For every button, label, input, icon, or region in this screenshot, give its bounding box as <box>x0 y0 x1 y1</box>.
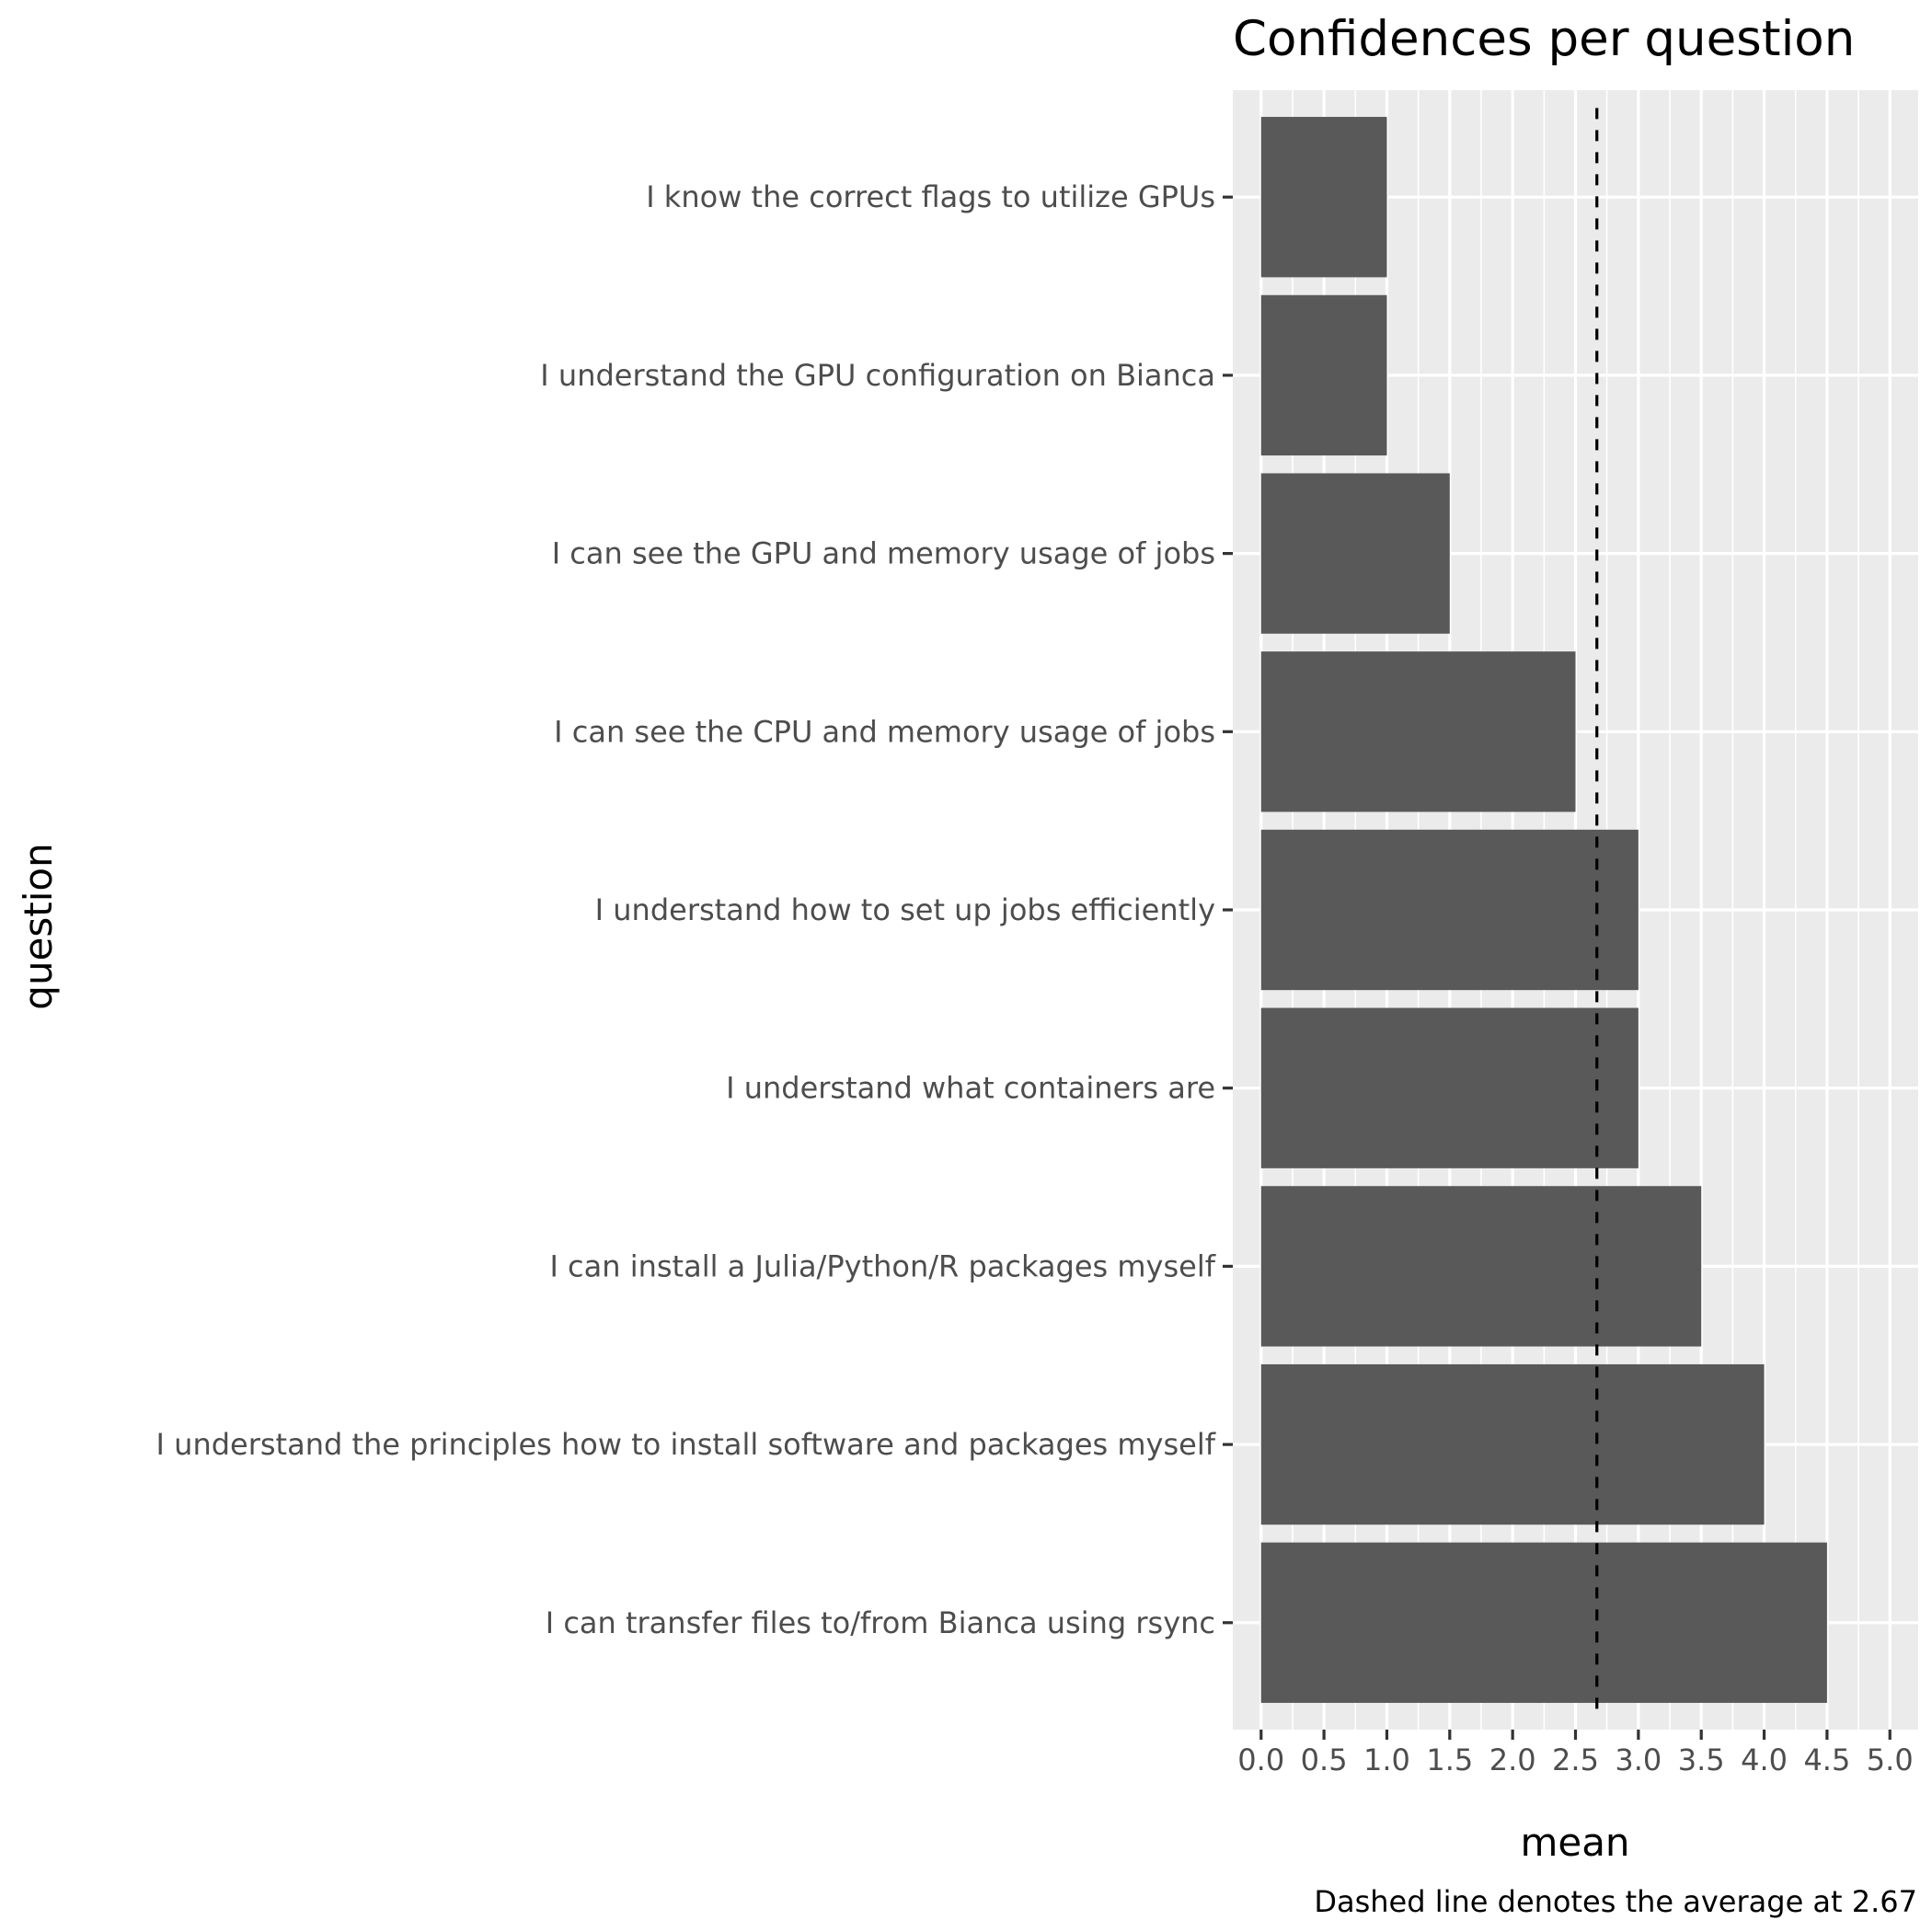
bar <box>1260 1363 1765 1525</box>
x-tick-label: 2.5 <box>1552 1742 1599 1777</box>
bar <box>1260 829 1639 991</box>
bars <box>1260 117 1827 1703</box>
x-tick-label: 0.5 <box>1301 1742 1348 1777</box>
bar <box>1260 1542 1827 1703</box>
x-axis-title: mean <box>1520 1820 1629 1865</box>
y-tick-label: I understand the principles how to insta… <box>156 1427 1216 1462</box>
y-tick-label: I can install a Julia/Python/R packages … <box>549 1248 1215 1283</box>
y-tick-label: I understand how to set up jobs efficien… <box>595 892 1215 927</box>
y-axis: I know the correct flags to utilize GPUs… <box>156 179 1233 1640</box>
chart-title: Confidences per question <box>1233 11 1855 67</box>
y-tick-label: I know the correct flags to utilize GPUs <box>646 179 1215 214</box>
x-tick-label: 0.0 <box>1237 1742 1284 1777</box>
x-tick-label: 4.0 <box>1741 1742 1788 1777</box>
y-tick-label: I understand the GPU configuration on Bi… <box>540 358 1215 393</box>
x-tick-label: 3.0 <box>1615 1742 1662 1777</box>
bar <box>1260 1007 1639 1168</box>
y-tick-label: I can transfer files to/from Bianca usin… <box>546 1605 1215 1640</box>
x-tick-label: 4.5 <box>1803 1742 1850 1777</box>
x-tick-label: 1.5 <box>1426 1742 1473 1777</box>
y-tick-label: I understand what containers are <box>726 1071 1215 1106</box>
bar <box>1260 473 1450 634</box>
y-axis-title: question <box>16 843 61 1009</box>
bar <box>1260 294 1387 456</box>
x-tick-label: 1.0 <box>1363 1742 1410 1777</box>
chart-caption: Dashed line denotes the average at 2.67 <box>1314 1884 1917 1919</box>
bar <box>1260 117 1387 278</box>
y-tick-label: I can see the GPU and memory usage of jo… <box>552 536 1215 571</box>
bar <box>1260 651 1576 812</box>
x-tick-label: 5.0 <box>1867 1742 1914 1777</box>
x-tick-label: 2.0 <box>1489 1742 1536 1777</box>
x-axis: 0.0 0.5 1.0 1.5 2.0 2.5 3.0 3.5 4.0 4.5 5.0 <box>1237 1730 1914 1777</box>
y-tick-label: I can see the CPU and memory usage of jo… <box>554 714 1215 749</box>
x-tick-label: 3.5 <box>1678 1742 1725 1777</box>
bar <box>1260 1186 1702 1347</box>
